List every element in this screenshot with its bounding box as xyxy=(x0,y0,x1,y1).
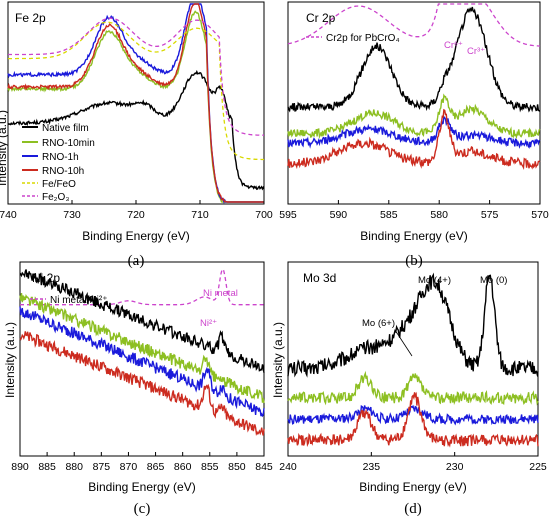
legend-label-fe-feo: Fe/FeO xyxy=(42,179,76,190)
x-tick-label-d-0: 240 xyxy=(279,461,297,473)
x-tick-label-d-3: 225 xyxy=(529,461,547,473)
caption-a: (a) xyxy=(128,253,145,269)
plot-frame-b xyxy=(287,1,541,205)
x-tick-label-b-2: 585 xyxy=(380,209,398,221)
series-line-a-5 xyxy=(8,17,264,136)
caption-d: (d) xyxy=(404,501,422,517)
annotation-mo6-arrow xyxy=(394,329,413,357)
x-tick-label-b-4: 575 xyxy=(481,209,499,221)
x-tick-label-b-5: 570 xyxy=(531,209,549,221)
series-group-b xyxy=(287,3,541,171)
legend-label-fe2o3: Fe₂O₃ xyxy=(42,192,69,203)
x-axis-label-a: Binding Energy (eV) xyxy=(82,229,189,243)
plot-frame-d xyxy=(287,261,539,457)
series-line-c-0 xyxy=(20,268,264,306)
panel-c: 890 885 880 875 870 865 860 855 850 845 Ni 2p Ni … xyxy=(11,261,273,517)
x-tick-label-c-7: 855 xyxy=(201,461,219,473)
caption-c: (c) xyxy=(134,501,151,517)
series-group-c xyxy=(19,268,265,437)
panel-title-d: Mo 3d xyxy=(303,271,336,285)
legend-a: Native film RNO-10min RNO-1h RNO-10h Fe/… xyxy=(22,123,95,203)
caption-b: (b) xyxy=(405,253,423,269)
x-tick-label-a-4: 700 xyxy=(255,209,273,221)
x-axis-label-c: Binding Energy (eV) xyxy=(88,480,195,494)
ticks-d: 240 235 230 225 xyxy=(279,452,547,473)
annotation-mo6: Mo (6+) xyxy=(362,318,395,329)
panel-title-a: Fe 2p xyxy=(15,11,46,25)
panel-title-c: Ni 2p xyxy=(32,271,60,285)
y-axis-label-c: Intensity (a.u.) xyxy=(3,322,17,398)
annotation-mo0: Mo (0) xyxy=(480,275,507,286)
legend-label-rno-10min: RNO-10min xyxy=(42,138,95,149)
annotation-ni2: Ni²⁺ xyxy=(200,318,217,329)
series-group-d xyxy=(287,272,539,448)
x-tick-label-c-0: 890 xyxy=(11,461,29,473)
series-line-c-4 xyxy=(19,331,265,437)
y-axis-label-d: Intensity (a.u.) xyxy=(271,322,285,398)
legend-label-rno-10h: RNO-10h xyxy=(42,166,84,177)
x-axis-label-b: Binding Energy (eV) xyxy=(360,229,467,243)
x-tick-label-b-1: 590 xyxy=(330,209,348,221)
series-line-b-2 xyxy=(287,93,541,140)
series-line-d-3 xyxy=(287,391,539,448)
series-line-d-2 xyxy=(287,404,539,426)
series-line-d-1 xyxy=(287,370,539,406)
ticks-c: 890 885 880 875 870 865 860 855 850 845 xyxy=(11,452,273,473)
series-line-c-1 xyxy=(19,269,265,373)
x-tick-label-c-2: 880 xyxy=(65,461,83,473)
series-line-c-2 xyxy=(19,293,265,404)
x-tick-label-d-2: 230 xyxy=(446,461,464,473)
x-tick-label-a-3: 710 xyxy=(191,209,209,221)
x-tick-label-d-1: 235 xyxy=(363,461,381,473)
panel-title-b: Cr 2p xyxy=(306,11,336,25)
x-tick-label-a-2: 720 xyxy=(127,209,145,221)
x-tick-label-b-3: 580 xyxy=(430,209,448,221)
x-tick-label-c-3: 875 xyxy=(93,461,111,473)
series-group-a xyxy=(7,3,265,204)
x-tick-label-c-6: 860 xyxy=(174,461,192,473)
panel-b: 595 590 585 580 575 570 Cr 2p Cr2p for PbCrO₄… xyxy=(279,1,549,269)
x-tick-label-c-9: 845 xyxy=(255,461,273,473)
legend-label-pbcro4: Cr2p for PbCrO₄ xyxy=(326,33,400,44)
panel-d: 240 235 230 225 Mo 3d Mo (6+) Mo (4+) Mo (0… xyxy=(279,261,547,517)
series-line-d-0 xyxy=(287,272,539,378)
x-tick-label-a-1: 730 xyxy=(63,209,81,221)
series-line-a-3 xyxy=(7,3,264,203)
x-tick-label-c-4: 870 xyxy=(120,461,138,473)
series-line-a-1 xyxy=(7,10,264,203)
series-line-b-0 xyxy=(287,3,541,47)
x-tick-label-c-5: 865 xyxy=(147,461,165,473)
series-line-c-3 xyxy=(19,306,265,418)
ticks-a: 740 730 720 710 700 xyxy=(0,200,273,221)
series-line-b-3 xyxy=(287,115,541,149)
x-tick-label-c-8: 850 xyxy=(228,461,246,473)
legend-label-ni-metal: Ni metal/Ni²⁺ xyxy=(50,295,108,306)
annotation-mo4: Mo (4+) xyxy=(418,275,451,286)
series-line-b-1 xyxy=(287,6,541,113)
plot-frame-c xyxy=(19,261,265,457)
series-line-a-4 xyxy=(8,21,264,161)
series-line-b-4 xyxy=(287,108,541,171)
x-axis-label-d: Binding Energy (eV) xyxy=(359,480,466,494)
x-tick-label-b-0: 595 xyxy=(279,209,297,221)
x-tick-label-c-1: 885 xyxy=(38,461,56,473)
x-tick-label-a-0: 740 xyxy=(0,209,17,221)
y-axis-label-a: Intensity (a.u.) xyxy=(0,110,9,186)
legend-label-rno-1h: RNO-1h xyxy=(42,152,79,163)
ticks-b: 595 590 585 580 575 570 xyxy=(279,200,549,221)
annotation-ni-metal: Ni metal xyxy=(203,288,238,299)
panel-a: 740 730 720 710 700 Fe 2p Binding Energy (eV… xyxy=(0,1,273,269)
legend-label-native-film: Native film xyxy=(42,123,89,134)
annotation-cr6: Cr⁶⁺ xyxy=(444,40,463,51)
annotation-cr3: Cr³⁺ xyxy=(467,46,485,57)
